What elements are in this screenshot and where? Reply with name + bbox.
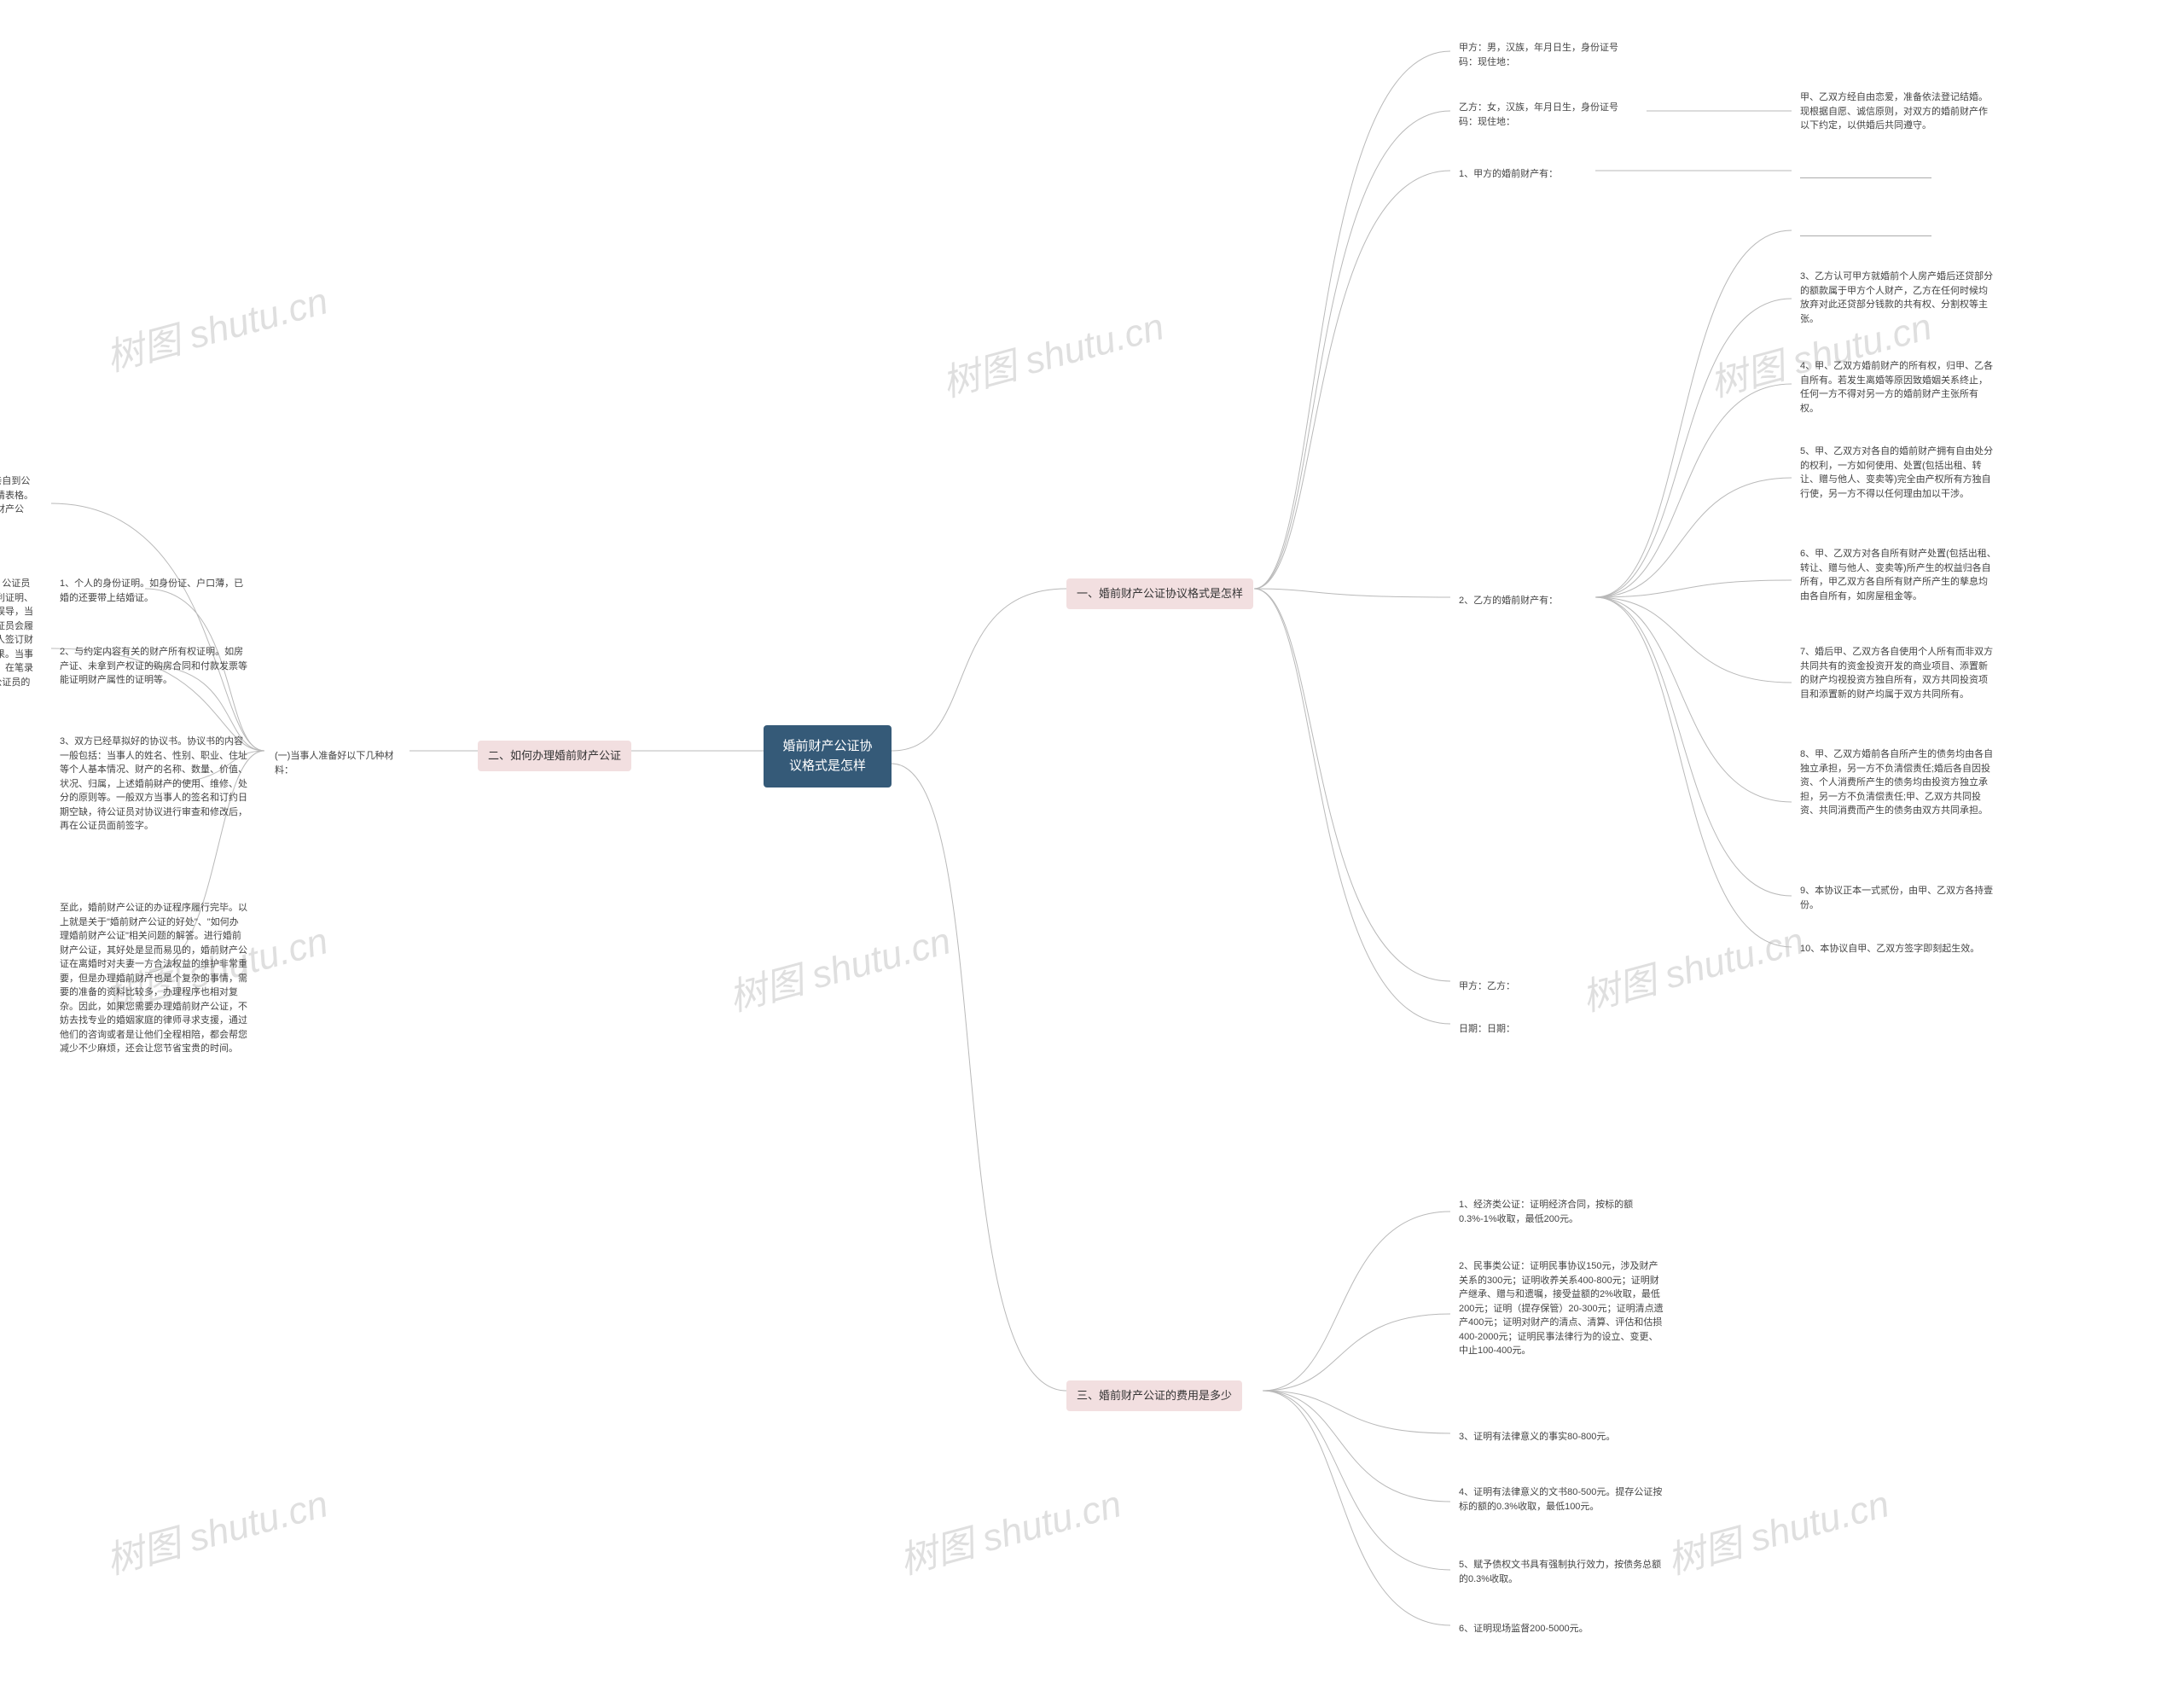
mindmap-canvas: 树图 shutu.cn 树图 shutu.cn 树图 shutu.cn 树图 s… — [0, 0, 2184, 1697]
b1-s8: 8、甲、乙双方婚前各自所产生的债务均由各自独立承担，另一方不负清偿责任;婚后各自… — [1792, 742, 2005, 823]
b2-n3: (三)公证申请被接待公证员受理后，公证员就财产协议的内容、审查财产的权利证明、查… — [0, 572, 43, 709]
b2-n2: (二)准备好上述材料后，双方必须亲自到公证处提出公证申请，填写公证的申请表格。委… — [0, 469, 43, 536]
b1-s3: 3、乙方认可甲方就婚前个人房产婚后还贷部分的额款属于甲方个人财产，乙方在任何时候… — [1792, 264, 2005, 331]
branch-3: 三、婚前财产公证的费用是多少 — [1066, 1380, 1242, 1411]
watermark: 树图 shutu.cn — [892, 1473, 1126, 1585]
b1-item1-blank: ＿＿＿＿＿＿＿＿＿＿＿＿＿＿ — [1792, 162, 1940, 187]
b2-sub: (一)当事人准备好以下几种材料： — [266, 744, 420, 782]
watermark: 树图 shutu.cn — [1660, 1473, 1894, 1585]
b3-f2: 2、民事类公证：证明民事协议150元，涉及财产关系的300元；证明收养关系400… — [1450, 1254, 1672, 1363]
b1-yi-note: 甲、乙双方经自由恋爱，准备依法登记结婚。现根据自愿、诚信原则，对双方的婚前财产作… — [1792, 85, 1996, 138]
b1-sig-jia: 甲方：乙方： — [1450, 974, 1524, 999]
watermark: 树图 shutu.cn — [1575, 910, 1809, 1022]
b1-item2: 2、乙方的婚前财产有： — [1450, 589, 1566, 613]
b1-item1: 1、甲方的婚前财产有： — [1450, 162, 1566, 187]
b1-s4: 4、甲、乙双方婚前财产的所有权，归甲、乙各自所有。若发生离婚等原因致婚姻关系终止… — [1792, 354, 2005, 421]
b1-item2-blank: ＿＿＿＿＿＿＿＿＿＿＿＿＿＿ — [1792, 220, 1940, 245]
watermark: 树图 shutu.cn — [99, 1473, 333, 1585]
b3-f3: 3、证明有法律意义的事实80-800元。 — [1450, 1425, 1623, 1450]
b1-sig-date: 日期：日期： — [1450, 1017, 1524, 1042]
b1-s7: 7、婚后甲、乙双方各自使用个人所有而非双方共同共有的资金投资开发的商业项目、添置… — [1792, 640, 2005, 706]
b1-s5: 5、甲、乙双方对各自的婚前财产拥有自由处分的权利，一方如何使用、处置(包括出租、… — [1792, 439, 2005, 506]
b2-end: 至此，婚前财产公证的办证程序履行完毕。以上就是关于"婚前财产公证的好处"、"如何… — [51, 896, 256, 1061]
b3-f1: 1、经济类公证：证明经济合同，按标的额0.3%-1%收取，最低200元。 — [1450, 1193, 1664, 1231]
b2-m2: 2、与约定内容有关的财产所有权证明。如房产证、未拿到产权证的购房合同和付款发票等… — [51, 640, 256, 693]
root-node: 婚前财产公证协议格式是怎样 — [764, 725, 892, 787]
b3-f5: 5、赋予债权文书具有强制执行效力，按债务总额的0.3%收取。 — [1450, 1553, 1672, 1591]
branch-1: 一、婚前财产公证协议格式是怎样 — [1066, 578, 1253, 609]
connectors — [0, 0, 2184, 1697]
b2-m1: 1、个人的身份证明。如身份证、户口薄，已婚的还要带上结婚证。 — [51, 572, 256, 610]
watermark: 树图 shutu.cn — [99, 270, 333, 382]
b1-jia: 甲方：男，汉族，年月日生，身份证号码：现住地： — [1450, 36, 1629, 74]
b3-f4: 4、证明有法律意义的文书80-500元。提存公证按标的额的0.3%收取，最低10… — [1450, 1480, 1672, 1519]
branch-2: 二、如何办理婚前财产公证 — [478, 741, 631, 771]
watermark: 树图 shutu.cn — [722, 910, 956, 1022]
b3-f6: 6、证明现场监督200-5000元。 — [1450, 1617, 1597, 1642]
watermark: 树图 shutu.cn — [935, 296, 1169, 408]
b1-s6: 6、甲、乙双方对各自所有财产处置(包括出租、转让、赠与他人、变卖等)所产生的权益… — [1792, 542, 2005, 608]
b2-m3: 3、双方已经草拟好的协议书。协议书的内容一般包括：当事人的姓名、性别、职业、住址… — [51, 729, 256, 839]
b1-yi: 乙方：女，汉族，年月日生，身份证号码：现住地： — [1450, 96, 1629, 134]
b1-s9: 9、本协议正本一式贰份，由甲、乙双方各持壹份。 — [1792, 879, 2005, 917]
b1-s10: 10、本协议自甲、乙双方签字即刻起生效。 — [1792, 937, 1988, 962]
